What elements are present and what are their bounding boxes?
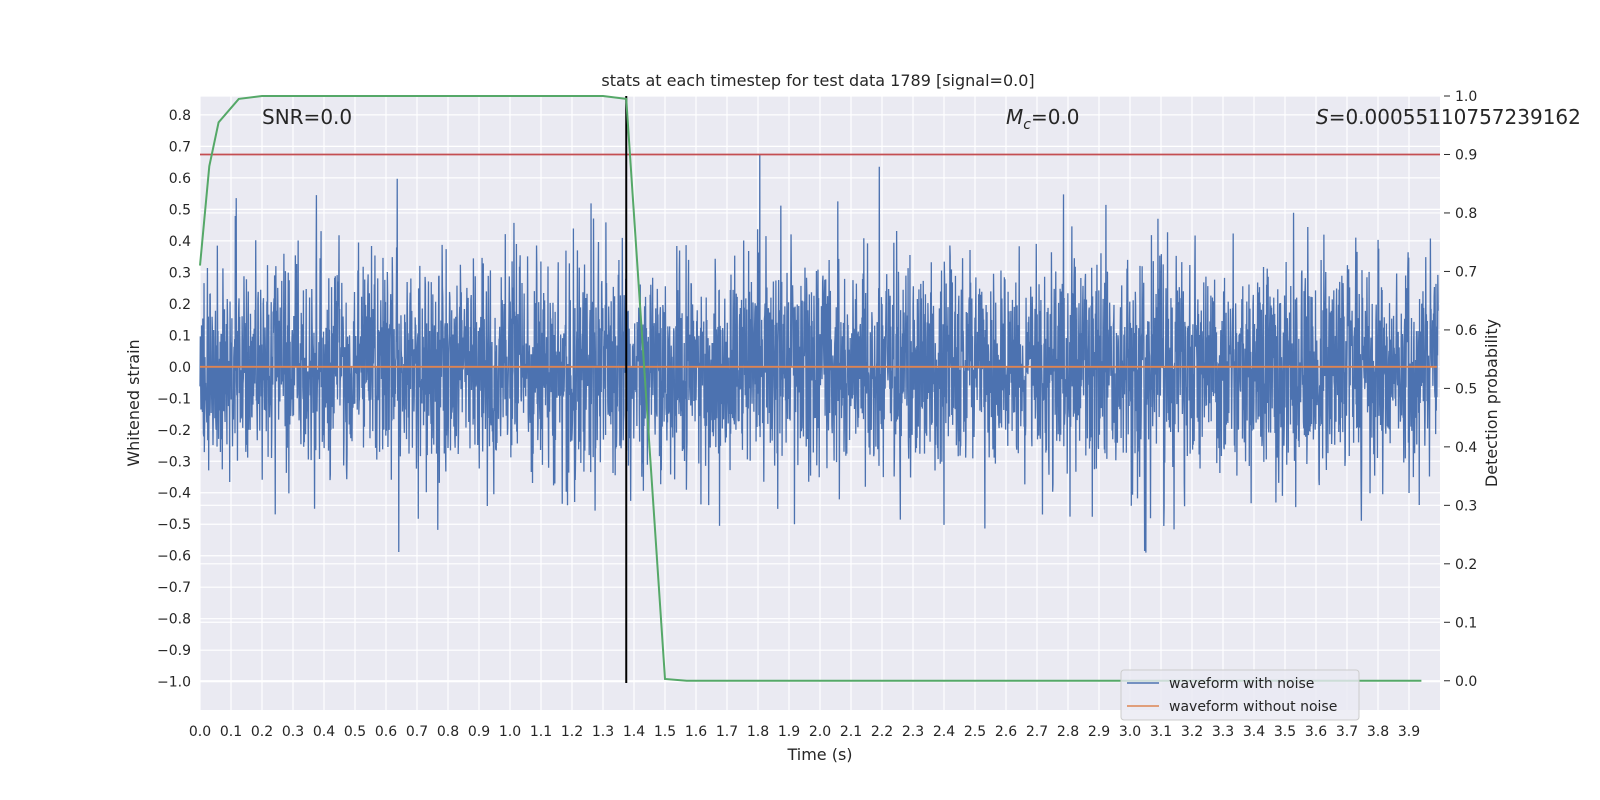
x-tick-label: 1.6 <box>685 724 707 740</box>
y2-tick-label: 0.0 <box>1455 674 1477 690</box>
noisy-waveform <box>199 154 1439 553</box>
y-tick-label: 0.5 <box>169 202 191 218</box>
y-tick-label: 0.2 <box>169 297 191 313</box>
snr-value: 0.0 <box>320 105 352 129</box>
x-tick-label: 0.8 <box>437 724 459 740</box>
mc-value: =0.0 <box>1031 105 1080 129</box>
x-tick-label: 1.7 <box>716 724 738 740</box>
x-tick-label: 3.4 <box>1243 724 1265 740</box>
y-tick-label: 0.1 <box>169 328 191 344</box>
x-tick-label: 2.9 <box>1088 724 1110 740</box>
y2-tick-label: 0.7 <box>1455 264 1477 280</box>
x-tick-labels: 0.0 0.1 0.2 0.3 0.4 0.5 0.6 0.7 0.8 0.9 1.0 1.1 1.2 1… <box>189 724 1420 740</box>
y-tick-label: 0.8 <box>169 108 191 124</box>
x-tick-label: 0.7 <box>406 724 428 740</box>
y2-tick-label: 0.2 <box>1455 557 1477 573</box>
y-tick-label: −0.5 <box>157 517 191 533</box>
legend-label-clean: waveform without noise <box>1169 699 1337 715</box>
y2-tick-label: 0.8 <box>1455 206 1477 222</box>
y-tick-label: 0.3 <box>169 265 191 281</box>
y-tick-label: 0.0 <box>169 360 191 376</box>
y2-axis-label: Detection probability <box>1482 319 1501 487</box>
legend: waveform with noise waveform without noi… <box>1120 669 1360 721</box>
y-tick-label: −0.1 <box>157 391 191 407</box>
y2-ticks: 1.0 0.9 0.8 0.7 0.6 0.5 0.4 0.3 0.2 0.1 0.0 <box>1444 89 1477 690</box>
x-tick-label: 2.6 <box>995 724 1017 740</box>
y2-tick-label: 0.3 <box>1455 498 1477 514</box>
probability-curve <box>199 95 1422 682</box>
s-annotation: S=0.00055110757239162 <box>1316 105 1581 129</box>
x-tick-label: 1.2 <box>561 724 583 740</box>
x-tick-label: 2.4 <box>933 724 955 740</box>
x-tick-label: 3.1 <box>1150 724 1172 740</box>
y-tick-label: 0.4 <box>169 234 191 250</box>
y2-tick-label: 1.0 <box>1455 89 1477 105</box>
y-tick-label: −0.2 <box>157 423 191 439</box>
y-tick-labels: 0.8 0.7 0.6 0.5 0.4 0.3 0.2 0.1 0.0 −0.1 −0.2 −0.3 −… <box>157 108 191 691</box>
s-symbol: S <box>1316 105 1329 129</box>
y2-tick-label: 0.4 <box>1455 440 1477 456</box>
x-tick-label: 2.8 <box>1057 724 1079 740</box>
y-tick-label: −0.7 <box>157 580 191 596</box>
x-tick-label: 1.3 <box>592 724 614 740</box>
probability-curve-line <box>199 95 1422 682</box>
x-tick-label: 3.8 <box>1367 724 1389 740</box>
x-tick-label: 0.3 <box>282 724 304 740</box>
x-tick-label: 0.0 <box>189 724 211 740</box>
x-tick-label: 3.7 <box>1336 724 1358 740</box>
y-tick-label: −0.6 <box>157 549 191 565</box>
y-tick-label: −0.8 <box>157 612 191 628</box>
x-tick-label: 1.5 <box>654 724 676 740</box>
x-tick-label: 1.0 <box>499 724 521 740</box>
x-axis-label: Time (s) <box>786 745 852 764</box>
mc-subscript: c <box>1023 117 1031 133</box>
snr-annotation: SNR=0.0 <box>262 105 352 129</box>
x-tick-label: 2.3 <box>902 724 924 740</box>
x-tick-label: 0.9 <box>468 724 490 740</box>
x-tick-label: 3.2 <box>1181 724 1203 740</box>
x-tick-label: 2.2 <box>871 724 893 740</box>
legend-box <box>1120 669 1360 721</box>
noisy-waveform-line <box>199 154 1439 553</box>
y-tick-label: −1.0 <box>157 675 191 691</box>
y2-tick-label: 0.9 <box>1455 147 1477 163</box>
x-tick-label: 1.1 <box>530 724 552 740</box>
x-tick-label: 3.9 <box>1398 724 1420 740</box>
mc-annotation: Mc=0.0 <box>1006 105 1080 133</box>
x-tick-label: 0.2 <box>251 724 273 740</box>
x-tick-label: 0.1 <box>220 724 242 740</box>
x-tick-label: 1.9 <box>778 724 800 740</box>
x-tick-label: 2.7 <box>1026 724 1048 740</box>
y2-tick-label: 0.1 <box>1455 615 1477 631</box>
x-tick-label: 3.3 <box>1212 724 1234 740</box>
x-tick-label: 3.0 <box>1119 724 1141 740</box>
x-tick-label: 0.5 <box>344 724 366 740</box>
x-tick-label: 0.4 <box>313 724 335 740</box>
legend-label-noisy: waveform with noise <box>1169 676 1314 692</box>
y-tick-label: −0.3 <box>157 454 191 470</box>
y-tick-label: −0.9 <box>157 643 191 659</box>
mc-symbol: M <box>1006 105 1023 129</box>
y2-tick-label: 0.5 <box>1455 381 1477 397</box>
x-tick-label: 0.6 <box>375 724 397 740</box>
x-tick-label: 2.5 <box>964 724 986 740</box>
s-value: =0.00055110757239162 <box>1329 105 1581 129</box>
y-axis-label: Whitened strain <box>124 339 143 466</box>
x-tick-label: 3.5 <box>1274 724 1296 740</box>
y-tick-label: −0.4 <box>157 486 191 502</box>
snr-prefix: SNR= <box>262 105 320 129</box>
y-tick-label: 0.6 <box>169 171 191 187</box>
x-tick-label: 2.0 <box>809 724 831 740</box>
x-tick-label: 1.8 <box>747 724 769 740</box>
y2-tick-label: 0.6 <box>1455 323 1477 339</box>
chart-title: stats at each timestep for test data 178… <box>601 71 1034 90</box>
x-tick-label: 1.4 <box>623 724 645 740</box>
y-tick-label: 0.7 <box>169 139 191 155</box>
x-tick-label: 3.6 <box>1305 724 1327 740</box>
x-tick-label: 2.1 <box>840 724 862 740</box>
